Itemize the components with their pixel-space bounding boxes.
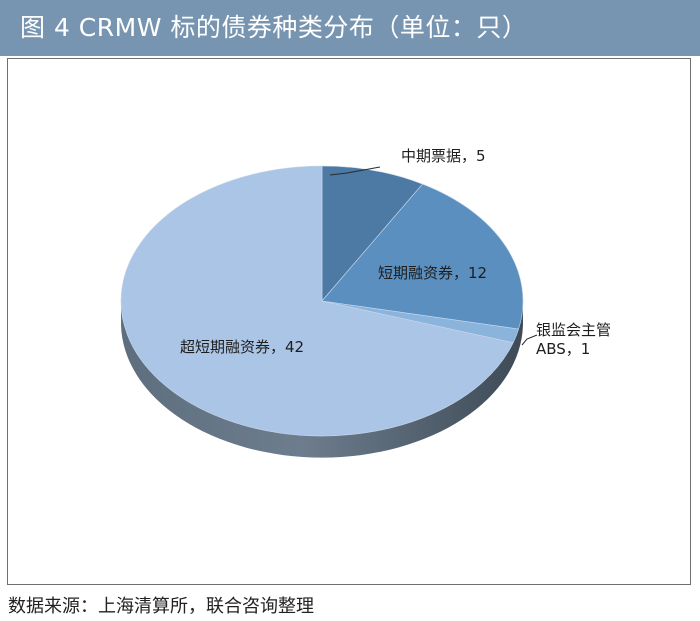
pie-slice-1 <box>321 183 524 330</box>
pie-slice-0 <box>321 165 424 302</box>
data-source-note: 数据来源：上海清算所，联合咨询整理 <box>8 596 314 617</box>
slice-data-label-2-line-0: 银监会主管 <box>536 321 611 339</box>
slice-data-label-1: 短期融资券，12 <box>378 264 487 282</box>
slice-data-label-3: 超短期融资券，42 <box>180 338 304 356</box>
chart-title: 图 4 CRMW 标的债券种类分布（单位：只） <box>0 0 700 56</box>
slice-leader-line-2 <box>521 334 538 346</box>
chart-frame: 中期票据，5 短期融资券，12 银监会主管 ABS，1 超短期融资券，42 <box>7 58 691 585</box>
slice-data-label-2-line-1: ABS，1 <box>536 340 590 358</box>
pie-slice-3 <box>120 165 514 437</box>
slice-leader-line-0 <box>329 166 381 176</box>
slice-data-label-0: 中期票据，5 <box>401 147 486 165</box>
